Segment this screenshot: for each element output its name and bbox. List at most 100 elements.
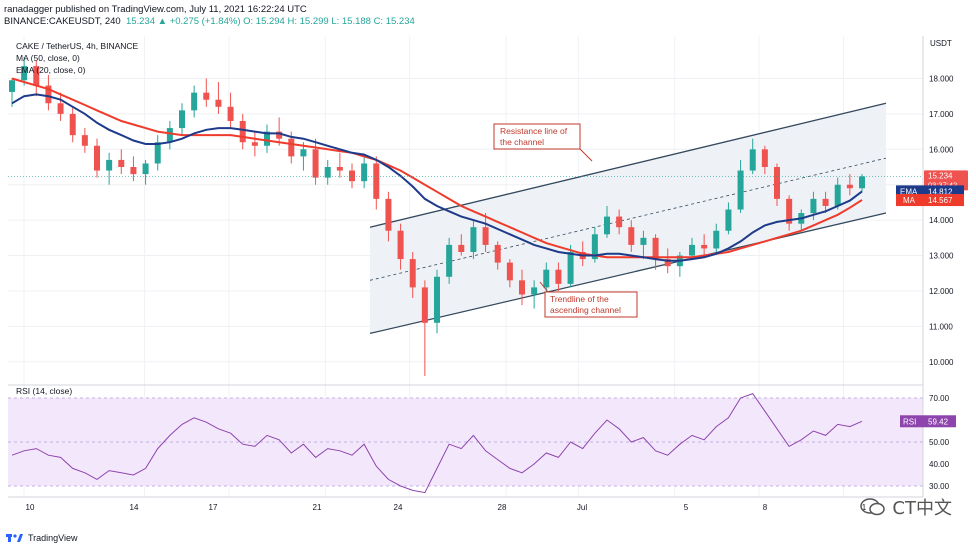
tradingview-brand[interactable]: TradingView: [6, 533, 78, 543]
legend-ema: EMA (20, close, 0): [16, 65, 86, 75]
price-tick-label: 14.000: [929, 216, 954, 225]
ma-label-tag: [896, 194, 924, 207]
candle-body: [239, 120, 246, 143]
time-tick-label: 28: [498, 503, 507, 512]
candle-body: [349, 170, 355, 182]
candle-body: [409, 259, 416, 288]
price-tick-label: 16.000: [929, 145, 954, 154]
symbol: BINANCE:CAKEUSDT, 240: [4, 16, 121, 27]
ma-value-tag: [924, 194, 964, 207]
candle-body: [21, 66, 28, 81]
rsi-line: [11, 392, 863, 494]
candle-body: [482, 227, 489, 245]
candle-body: [834, 184, 841, 206]
ema-label: EMA: [900, 187, 918, 196]
candle-body: [106, 159, 113, 171]
candle-body: [567, 251, 574, 284]
ma-value: 14.567: [928, 196, 953, 205]
candle-body: [336, 167, 343, 171]
candle-body: [822, 198, 829, 206]
candle-body: [57, 103, 64, 114]
channel-midline: [369, 157, 887, 281]
candle-body: [251, 142, 258, 146]
candle-body: [591, 234, 598, 260]
candle-body: [215, 99, 222, 107]
candle-body: [737, 170, 744, 210]
ohlc-values: 15.234 ▲ +0.275 (+1.84%) O: 15.294 H: 15…: [125, 16, 415, 27]
candle-body: [264, 131, 270, 146]
rsi-tick-label: 70.00: [929, 394, 950, 403]
trendline-callout-line1: Trendline of the: [550, 294, 609, 304]
watermark-text: CT中文: [892, 498, 952, 519]
currency-label: USDT: [930, 39, 952, 48]
ema-value: 14.812: [928, 187, 953, 196]
candle-body: [786, 198, 793, 224]
candle-body: [154, 142, 161, 164]
trendline-callout-pointer: [539, 281, 549, 293]
candle-body: [227, 106, 234, 121]
time-tick-label: Jul: [577, 503, 587, 512]
candle-body: [397, 230, 404, 260]
ma-label: MA: [903, 196, 916, 205]
candle-body: [288, 138, 295, 157]
rsi-tick-label: 30.00: [929, 482, 950, 491]
tradingview-logo-icon: [6, 534, 23, 542]
candle-body: [652, 237, 659, 260]
channel-fill: [370, 103, 886, 334]
time-tick-label: 10: [26, 503, 35, 512]
countdown-value: 03:37:42: [928, 180, 957, 189]
rsi-label: RSI: [903, 417, 916, 426]
rsi-tick-label: 50.00: [929, 438, 950, 447]
candle-body: [846, 184, 853, 189]
candle-body: [191, 92, 198, 111]
time-tick-label: 21: [313, 503, 322, 512]
candle-body: [689, 244, 695, 256]
rsi-value: 59.42: [928, 417, 949, 426]
ohlc-line: BINANCE:CAKEUSDT, 240 15.234 ▲ +0.275 (+…: [4, 16, 415, 27]
candle-body: [543, 269, 550, 288]
resistance-line: [369, 102, 887, 228]
price-tick-label: 10.000: [929, 358, 954, 367]
candle-body: [555, 269, 562, 284]
legend-rsi: RSI (14, close): [16, 386, 73, 396]
resistance-callout-line1: Resistance line of: [500, 126, 568, 136]
candle-body: [324, 167, 331, 178]
candle-body: [276, 131, 283, 139]
candle-body: [725, 209, 732, 231]
time-axis: 10 14 17 21 24 28 Jul 5 8 1: [8, 496, 923, 512]
time-tick-label: 8: [763, 503, 768, 512]
candle-body: [373, 163, 380, 199]
watermark: CT中文: [860, 494, 952, 520]
candle-body: [69, 113, 76, 136]
candle-body: [142, 163, 149, 175]
candle-body: [701, 244, 708, 249]
candle-body: [300, 149, 307, 157]
price-tick-label: 12.000: [929, 287, 954, 296]
brand-name: TradingView: [28, 533, 78, 543]
publisher-line: ranadagger published on TradingView.com,…: [4, 4, 307, 15]
rsi-tick-label: 40.00: [929, 460, 950, 469]
candle-body: [664, 259, 671, 267]
resistance-callout-pointer: [579, 148, 593, 162]
candle-body: [179, 110, 185, 129]
candle-body: [33, 66, 40, 86]
ascending-channel: [369, 102, 887, 335]
time-tick-label: 5: [684, 503, 689, 512]
candle-body: [9, 80, 15, 92]
candle-body: [713, 230, 720, 249]
candle-body: [604, 216, 610, 235]
candle-body: [421, 287, 428, 323]
trendline-callout-box: [544, 291, 638, 318]
candle-body: [81, 135, 88, 146]
candle-body: [312, 149, 319, 178]
ema20-line: [11, 93, 863, 262]
candle-body: [385, 198, 392, 231]
candle-body: [810, 198, 817, 214]
candle-body: [94, 145, 100, 171]
candle-body: [519, 280, 525, 295]
candle-body: [166, 128, 173, 143]
candle-body: [859, 176, 865, 189]
legend-pair: CAKE / TetherUS, 4h, BINANCE: [16, 41, 139, 51]
